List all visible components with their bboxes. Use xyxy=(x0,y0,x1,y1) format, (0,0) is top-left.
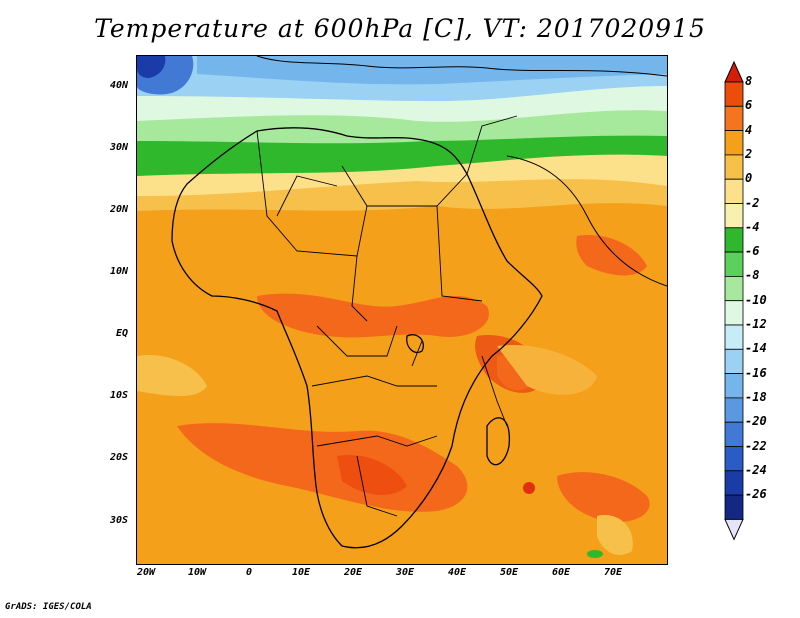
lon-label: 50E xyxy=(499,567,519,578)
contour-band xyxy=(337,455,407,496)
contour-band xyxy=(576,235,647,276)
colorbar-segment xyxy=(724,373,744,399)
country-border xyxy=(351,255,368,322)
colorbar-label: -24 xyxy=(745,462,767,477)
colorbar-segment xyxy=(724,397,744,423)
country-border xyxy=(481,355,508,427)
colorbar-label: -8 xyxy=(745,268,760,283)
colorbar-segment xyxy=(724,130,744,156)
colorbar-label: -16 xyxy=(745,365,767,380)
temperature-map[interactable] xyxy=(136,55,668,565)
colorbar-segment xyxy=(724,251,744,277)
country-border xyxy=(311,375,437,387)
colorbar-segment xyxy=(724,300,744,326)
colorbar-segment xyxy=(724,446,744,472)
lon-label: 20E xyxy=(343,567,363,578)
colorbar-label: -20 xyxy=(745,414,767,429)
colorbar-label: -14 xyxy=(745,341,767,356)
lon-label: 20W xyxy=(136,567,156,578)
grads-credit: GrADS: IGES/COLA xyxy=(5,602,92,612)
lon-label: 60E xyxy=(551,567,571,578)
country-border xyxy=(316,435,438,447)
map-canvas xyxy=(137,56,667,564)
colorbar-segment xyxy=(724,203,744,229)
lon-label: 70E xyxy=(603,567,623,578)
contour-band xyxy=(137,56,166,78)
colorbar-segment xyxy=(724,324,744,350)
europe-coastline xyxy=(256,56,667,77)
temperature-peak-spot xyxy=(523,482,535,494)
colorbar-label: 2 xyxy=(745,146,753,161)
africa-coastline xyxy=(171,127,543,549)
colorbar-segment xyxy=(724,275,744,302)
colorbar-label: -4 xyxy=(745,219,760,234)
colorbar-label: -26 xyxy=(745,487,767,502)
colorbar-label: -10 xyxy=(745,292,767,307)
colorbar-down-arrow-icon xyxy=(724,518,744,541)
colorbar-segment xyxy=(724,105,744,131)
contour-band xyxy=(257,293,489,338)
country-border xyxy=(466,115,518,175)
colorbar-label: -22 xyxy=(745,438,767,453)
colorbar-up-arrow-icon xyxy=(724,60,744,83)
colorbar-label: 6 xyxy=(745,98,753,113)
contour-band xyxy=(137,355,207,396)
contour-band xyxy=(557,472,650,522)
lat-label: 30S xyxy=(109,515,128,526)
lon-label: 10E xyxy=(291,567,311,578)
colorbar-label: 8 xyxy=(745,74,753,88)
lat-label: 20N xyxy=(109,204,128,215)
country-border xyxy=(436,205,483,302)
cool-spot xyxy=(587,550,603,558)
madagascar-coastline xyxy=(486,417,510,466)
colorbar-segment xyxy=(724,421,744,447)
lat-label: 30N xyxy=(109,142,128,153)
colorbar-label: -2 xyxy=(745,195,760,210)
country-border xyxy=(356,455,398,517)
colorbar-label: -18 xyxy=(745,389,767,404)
colorbar-label: 4 xyxy=(745,122,753,137)
arabia-coastline xyxy=(506,155,667,287)
country-border xyxy=(411,340,423,367)
lat-label: 10S xyxy=(109,390,128,401)
country-border xyxy=(276,175,338,217)
colorbar-segment xyxy=(724,470,744,496)
lat-label: 40N xyxy=(109,80,128,91)
colorbar-segment xyxy=(724,494,744,520)
lon-label: 0 xyxy=(245,567,253,578)
lon-label: 10W xyxy=(187,567,207,578)
country-border xyxy=(316,325,398,357)
colorbar-label: 0 xyxy=(745,171,753,186)
lon-label: 40E xyxy=(447,567,467,578)
colorbar-segment xyxy=(724,178,744,204)
lat-label: EQ xyxy=(115,328,128,339)
colorbar xyxy=(724,60,744,541)
lat-label: 10N xyxy=(109,266,128,277)
lon-label: 30E xyxy=(395,567,415,578)
colorbar-segment xyxy=(724,154,744,180)
lake-victoria-outline xyxy=(406,334,424,354)
coastlines xyxy=(171,56,667,549)
temperature-field xyxy=(137,56,667,564)
colorbar-segment xyxy=(724,227,744,253)
colorbar-segment xyxy=(724,348,744,374)
country-border xyxy=(256,130,368,257)
lat-label: 20S xyxy=(109,452,128,463)
colorbar-segment xyxy=(724,81,744,107)
contour-band xyxy=(597,515,633,556)
colorbar-label: -6 xyxy=(745,244,760,259)
map-title: Temperature at 600hPa [C], VT: 201702091… xyxy=(94,14,706,43)
colorbar-label: -12 xyxy=(745,317,767,331)
contour-band xyxy=(497,345,597,395)
